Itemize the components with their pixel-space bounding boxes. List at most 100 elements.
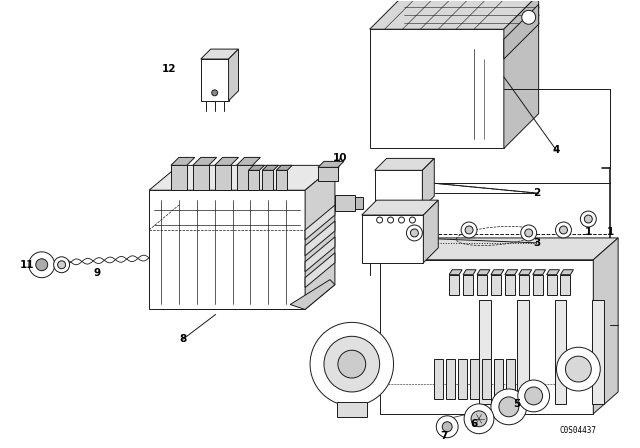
Polygon shape: [505, 270, 518, 275]
Bar: [516, 300, 529, 404]
Polygon shape: [214, 157, 239, 165]
Polygon shape: [276, 165, 292, 170]
Text: 6: 6: [470, 419, 477, 429]
Circle shape: [461, 222, 477, 238]
Polygon shape: [374, 159, 435, 170]
Text: 4: 4: [553, 146, 560, 155]
Circle shape: [58, 261, 65, 269]
Bar: [380, 260, 593, 414]
Bar: [335, 195, 355, 211]
Circle shape: [521, 225, 537, 241]
Bar: [561, 275, 570, 294]
Polygon shape: [149, 190, 305, 310]
Text: 10: 10: [333, 153, 347, 164]
Circle shape: [518, 380, 550, 412]
Polygon shape: [290, 280, 335, 310]
Bar: [193, 165, 209, 190]
Bar: [506, 359, 515, 399]
Polygon shape: [561, 270, 573, 275]
Bar: [491, 275, 501, 294]
Polygon shape: [318, 161, 344, 168]
Polygon shape: [248, 165, 264, 170]
Circle shape: [410, 217, 415, 223]
Bar: [554, 300, 566, 404]
Circle shape: [338, 350, 365, 378]
Bar: [171, 165, 187, 190]
Bar: [248, 170, 259, 190]
Polygon shape: [423, 200, 438, 263]
Polygon shape: [237, 157, 260, 165]
Polygon shape: [370, 0, 539, 29]
Circle shape: [584, 215, 592, 223]
Circle shape: [580, 211, 596, 227]
Circle shape: [29, 252, 54, 278]
Text: 5: 5: [513, 399, 520, 409]
Polygon shape: [362, 200, 438, 215]
Bar: [337, 402, 367, 417]
Polygon shape: [149, 165, 335, 190]
Polygon shape: [305, 205, 335, 240]
Text: 3: 3: [533, 238, 540, 248]
Text: 8: 8: [179, 334, 186, 344]
Polygon shape: [477, 270, 490, 275]
Bar: [532, 275, 543, 294]
Polygon shape: [593, 238, 618, 414]
Circle shape: [471, 411, 487, 427]
Bar: [435, 359, 444, 399]
Text: 1: 1: [607, 227, 614, 237]
Bar: [470, 359, 479, 399]
Circle shape: [54, 257, 70, 273]
Circle shape: [525, 229, 532, 237]
Polygon shape: [547, 270, 559, 275]
Polygon shape: [504, 0, 539, 148]
Circle shape: [491, 389, 527, 425]
Bar: [201, 59, 228, 101]
Circle shape: [410, 229, 419, 237]
Text: 1: 1: [585, 227, 592, 237]
Bar: [362, 215, 423, 263]
Circle shape: [406, 225, 422, 241]
Text: 9: 9: [94, 268, 101, 278]
Circle shape: [556, 222, 572, 238]
Circle shape: [212, 90, 218, 96]
Bar: [262, 170, 273, 190]
Bar: [592, 300, 604, 404]
Circle shape: [559, 226, 568, 234]
Bar: [463, 275, 473, 294]
Polygon shape: [504, 4, 539, 59]
Text: 11: 11: [20, 260, 34, 270]
Polygon shape: [519, 270, 532, 275]
Circle shape: [36, 259, 48, 271]
Text: 7: 7: [440, 431, 448, 441]
Polygon shape: [305, 221, 335, 256]
Text: C0S04437: C0S04437: [560, 426, 597, 435]
Circle shape: [566, 356, 591, 382]
Bar: [494, 359, 503, 399]
Circle shape: [399, 217, 404, 223]
Bar: [519, 275, 529, 294]
Bar: [477, 275, 487, 294]
Bar: [446, 359, 455, 399]
Polygon shape: [380, 238, 618, 260]
Bar: [479, 300, 491, 404]
Polygon shape: [532, 270, 545, 275]
Circle shape: [324, 336, 380, 392]
Polygon shape: [201, 49, 239, 59]
Circle shape: [525, 387, 543, 405]
Bar: [355, 197, 363, 209]
Bar: [505, 275, 515, 294]
Bar: [318, 168, 338, 181]
Bar: [458, 359, 467, 399]
Circle shape: [442, 422, 452, 432]
Bar: [449, 275, 459, 294]
Circle shape: [557, 347, 600, 391]
Bar: [374, 170, 422, 208]
Polygon shape: [449, 270, 462, 275]
Bar: [370, 29, 504, 148]
Text: 12: 12: [162, 64, 176, 74]
Polygon shape: [305, 237, 335, 271]
Bar: [482, 359, 491, 399]
Polygon shape: [463, 270, 476, 275]
Circle shape: [377, 217, 383, 223]
Polygon shape: [262, 165, 278, 170]
